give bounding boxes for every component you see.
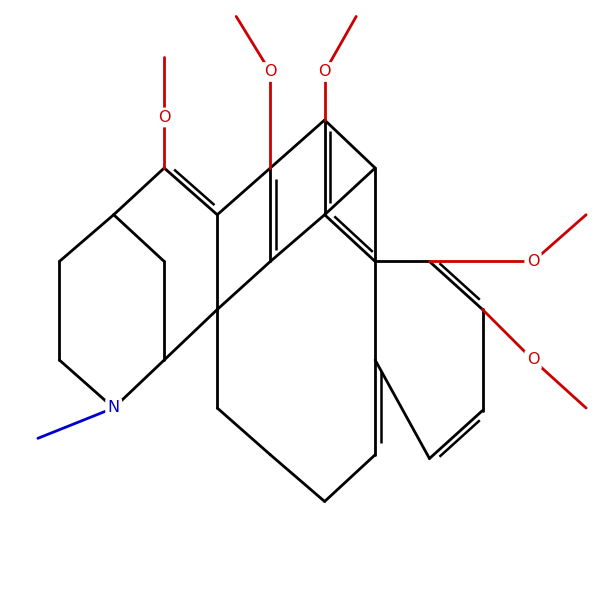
Text: O: O <box>319 64 331 79</box>
Text: O: O <box>158 110 170 125</box>
Text: N: N <box>107 401 120 415</box>
Text: O: O <box>527 352 539 367</box>
Text: O: O <box>264 64 277 79</box>
Text: O: O <box>527 254 539 269</box>
